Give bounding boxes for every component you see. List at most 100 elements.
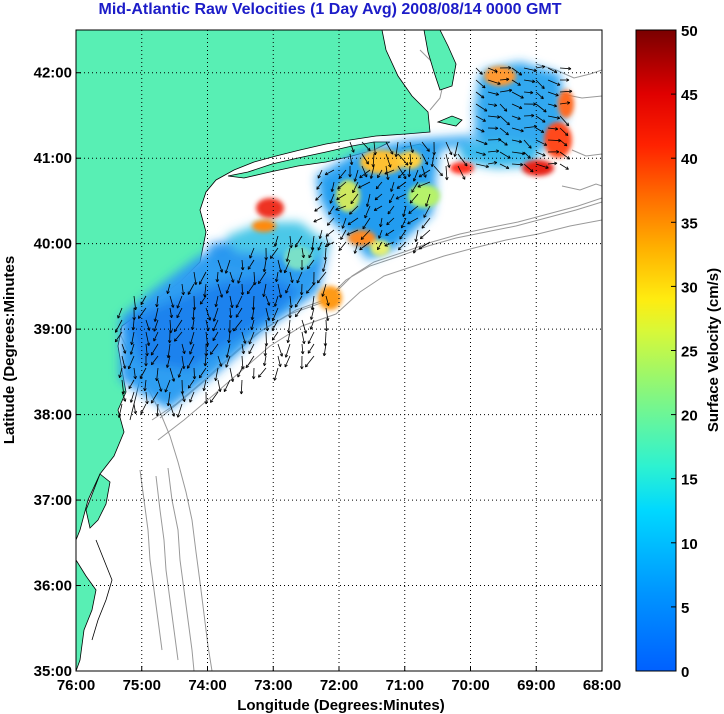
velocity-arrow: [210, 343, 219, 355]
velocity-arrow-head: [336, 196, 339, 200]
velocity-arrow-head: [349, 174, 352, 178]
velocity-arrow-head: [301, 255, 305, 259]
velocity-arrow-head: [509, 89, 513, 93]
velocity-arrow-head: [379, 223, 381, 228]
velocity-arrow-head: [496, 150, 500, 153]
velocity-arrow: [523, 126, 537, 129]
velocity-arrow-head: [481, 71, 483, 75]
velocity-arrow-head: [418, 174, 421, 178]
velocity-arrow: [397, 153, 409, 166]
velocity-arrow-head: [353, 250, 356, 254]
velocity-arrow: [130, 343, 135, 355]
y-tick-label: 39:00: [34, 321, 72, 338]
velocity-arrow-head: [168, 330, 172, 334]
velocity-arrow-head: [262, 362, 265, 366]
velocity-arrow-head: [285, 258, 288, 262]
velocity-arrow: [166, 355, 171, 368]
velocity-arrow-head: [408, 162, 412, 166]
velocity-arrow: [275, 271, 279, 282]
velocity-arrow-head: [170, 330, 173, 334]
velocity-arrow-head: [409, 200, 412, 204]
velocity-arrow-head: [128, 366, 132, 370]
velocity-arrow-head: [505, 142, 508, 146]
velocity-arrow-head: [359, 246, 362, 250]
velocity-arrow: [457, 153, 468, 167]
velocity-arrow-head: [324, 257, 328, 261]
velocity-arrow-head: [453, 153, 455, 157]
velocity-arrow-head: [522, 151, 526, 155]
velocity-arrow: [398, 169, 407, 179]
velocity-arrow-head: [321, 268, 324, 272]
velocity-arrow: [385, 165, 389, 180]
velocity-arrow-head: [289, 305, 292, 309]
velocity-arrow: [337, 181, 347, 190]
velocity-arrow-head: [301, 267, 304, 271]
velocity-arrow: [559, 90, 573, 93]
velocity-arrow-head: [219, 388, 222, 392]
velocity-arrow-head: [187, 366, 191, 369]
velocity-arrow: [313, 217, 323, 223]
velocity-arrow: [415, 229, 419, 242]
velocity-arrow-head: [280, 363, 282, 367]
velocity-arrow-head: [328, 302, 330, 306]
velocity-arrow-head: [308, 351, 311, 354]
velocity-arrow: [324, 331, 327, 347]
velocity-arrow-head: [482, 129, 485, 133]
velocity-arrow-head: [216, 279, 220, 283]
velocity-arrow: [307, 343, 315, 354]
velocity-arrow: [237, 367, 243, 378]
velocity-arrow-head: [301, 292, 304, 296]
velocity-arrow: [359, 169, 371, 179]
velocity-arrow-head: [532, 79, 536, 83]
velocity-arrow-head: [506, 165, 510, 169]
velocity-arrow-head: [528, 146, 532, 149]
velocity-arrow: [417, 181, 431, 188]
velocity-arrow-head: [265, 328, 268, 332]
velocity-arrow-head: [369, 175, 372, 179]
velocity-arrow-head: [426, 149, 430, 152]
velocity-arrow-head: [485, 108, 488, 112]
velocity-arrow-head: [349, 213, 353, 215]
velocity-arrow-head: [280, 294, 283, 298]
y-tick-label: 42:00: [34, 65, 72, 82]
velocity-arrow: [241, 331, 246, 344]
velocity-arrow-head: [505, 134, 509, 136]
velocity-arrow: [511, 67, 522, 76]
velocity-arrow: [167, 343, 171, 358]
velocity-arrow-head: [415, 239, 418, 243]
velocity-arrow: [145, 391, 148, 404]
velocity-arrow-head: [167, 355, 171, 359]
velocity-arrow-head: [518, 116, 521, 120]
velocity-arrow-head: [129, 351, 132, 355]
velocity-arrow: [133, 403, 137, 414]
velocity-arrow-head: [192, 317, 196, 321]
velocity-arrow: [349, 205, 359, 215]
velocity-arrow: [386, 217, 395, 226]
velocity-arrow-head: [215, 304, 219, 308]
velocity-arrow-head: [130, 400, 134, 403]
velocity-arrow-head: [250, 326, 252, 330]
velocity-arrow: [187, 379, 195, 389]
velocity-arrow-head: [204, 401, 207, 405]
velocity-arrow: [189, 343, 195, 355]
velocity-arrow: [535, 151, 546, 157]
velocity-arrow-head: [359, 174, 362, 178]
velocity-arrow-head: [556, 151, 560, 154]
velocity-arrow-head: [310, 306, 313, 311]
velocity-arrow-head: [174, 338, 176, 342]
velocity-arrow-head: [530, 170, 534, 173]
velocity-arrow-head: [337, 188, 341, 190]
velocity-arrow: [475, 103, 488, 112]
velocity-arrow: [380, 217, 383, 227]
velocity-arrow-head: [319, 236, 322, 239]
velocity-arrow: [475, 79, 486, 89]
velocity-arrow-head: [521, 153, 526, 156]
velocity-arrow-head: [115, 330, 119, 333]
velocity-arrow: [228, 331, 231, 343]
velocity-arrow-head: [498, 81, 501, 85]
velocity-arrow-head: [115, 340, 119, 343]
velocity-arrow-head: [353, 178, 356, 182]
velocity-arrow-head: [309, 326, 311, 330]
velocity-arrow-head: [240, 391, 244, 395]
velocity-arrow-head: [281, 353, 284, 357]
